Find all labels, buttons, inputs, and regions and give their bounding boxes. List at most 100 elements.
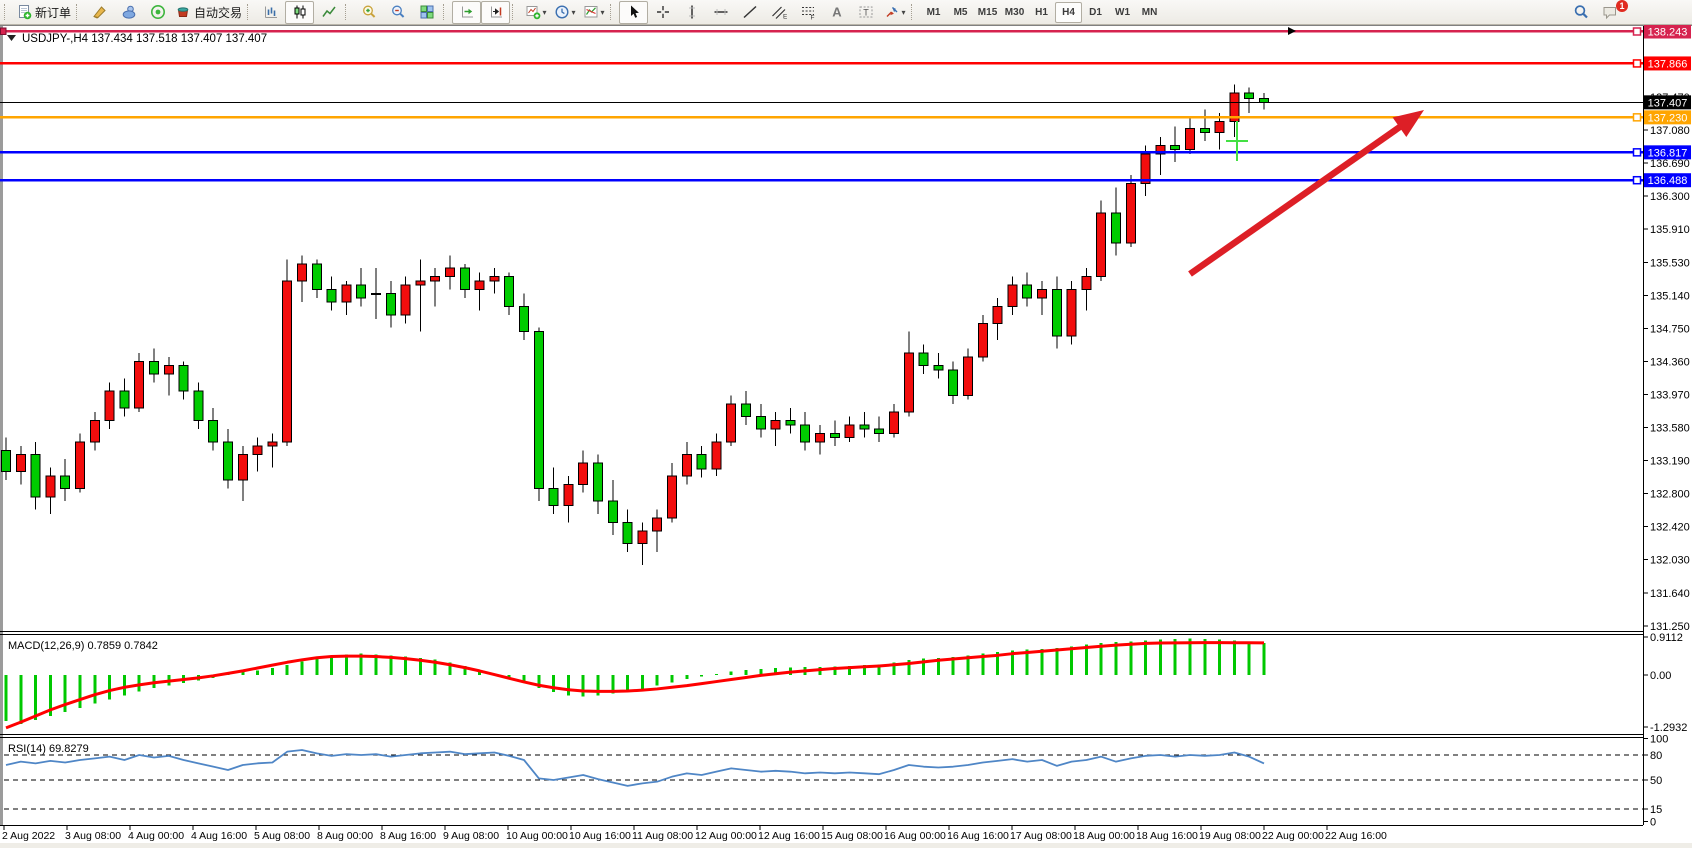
indicator-icon <box>584 6 598 18</box>
bars-icon <box>264 6 277 18</box>
bar-chart-button[interactable] <box>256 1 285 24</box>
text-button[interactable]: A <box>822 1 851 24</box>
new-order-button[interactable]: 新订单 <box>13 1 74 24</box>
price-tag <box>1644 56 1691 71</box>
timeframe-w1[interactable]: W1 <box>1109 2 1136 23</box>
signals-button[interactable] <box>143 1 172 24</box>
trend-arrow[interactable] <box>1188 110 1424 277</box>
timeframe-m5[interactable]: M5 <box>947 2 974 23</box>
time-tick-label: 12 Aug 16:00 <box>758 830 820 842</box>
price-tag <box>1644 173 1691 188</box>
price-tick-label: 134.750 <box>1650 323 1690 335</box>
tile-windows-button[interactable] <box>412 1 441 24</box>
timeframe-d1[interactable]: D1 <box>1082 2 1109 23</box>
trendline-button[interactable] <box>735 1 764 24</box>
dropdown-caret-icon: ▾ <box>901 7 906 17</box>
toolbar: 新订单 自动交易 ▾ ▾ ▾ E F A T ▾ M1 M5 M15 M30 H1 H4 D1 W1 MN 1 <box>0 0 1692 25</box>
price-tick-label: 136.690 <box>1650 158 1690 170</box>
label-t-icon: T <box>859 6 873 18</box>
toolbar-group-separator <box>911 4 916 20</box>
auto-scroll-button[interactable] <box>452 0 482 24</box>
timeframe-m15-label: M15 <box>977 6 998 18</box>
zoom-in-button[interactable] <box>354 1 383 24</box>
line-handle[interactable] <box>1632 148 1642 157</box>
crosshair-marker <box>1226 121 1248 161</box>
price-tag-label: 136.817 <box>1648 147 1688 159</box>
channel-icon: E <box>771 6 787 20</box>
cursor-icon <box>630 5 639 18</box>
line-anchor-marker <box>0 27 7 35</box>
line-handle[interactable] <box>1632 175 1642 185</box>
timeframe-d1-label: D1 <box>1089 6 1102 18</box>
clock-icon <box>555 5 569 19</box>
svg-text:T: T <box>863 8 869 18</box>
fibonacci-button[interactable]: F <box>793 1 822 24</box>
channel-button[interactable]: E <box>764 1 793 24</box>
zoom-out-button[interactable] <box>383 1 412 24</box>
chart-title: USDJPY-,H4 137.434 137.518 137.407 137.4… <box>22 33 267 45</box>
new-order-button-label: 新订单 <box>35 5 72 20</box>
profile-button[interactable] <box>114 1 143 24</box>
price-tag-label: 137.407 <box>1648 97 1688 109</box>
dropdown-caret-icon: ▾ <box>542 7 547 17</box>
time-tick-label: 3 Aug 08:00 <box>65 830 121 842</box>
timeframe-mn-label: MN <box>1141 6 1158 18</box>
timeframe-m15[interactable]: M15 <box>974 2 1001 23</box>
periods-button[interactable]: ▾ <box>550 1 579 24</box>
rsi-tick-label: 0 <box>1650 817 1656 829</box>
timeframe-h4[interactable]: H4 <box>1055 1 1083 23</box>
search-button[interactable] <box>1566 1 1595 24</box>
line-handle[interactable] <box>1632 27 1642 36</box>
arrows-button[interactable]: ▾ <box>880 1 909 24</box>
macd-tick-label: 0.00 <box>1650 670 1671 682</box>
new-chart-button[interactable]: ▾ <box>521 1 550 24</box>
price-tag <box>1644 145 1691 160</box>
line-handle[interactable] <box>1632 113 1642 122</box>
indicators-button[interactable]: ▾ <box>579 1 608 24</box>
price-tick-label: 133.580 <box>1650 423 1690 435</box>
macd-signal-line <box>5 641 1265 730</box>
candlestick-chart-button[interactable] <box>285 0 315 24</box>
chat-button[interactable]: 1 <box>1595 0 1628 24</box>
price-tick-label: 135.140 <box>1650 290 1690 302</box>
price-tag-label: 136.488 <box>1648 175 1688 187</box>
price-axis[interactable]: 137.470137.080136.690136.300135.910135.5… <box>1643 24 1691 829</box>
time-tick-label: 9 Aug 08:00 <box>443 830 499 842</box>
autotrading-button[interactable]: 自动交易 <box>172 1 245 24</box>
time-tick-label: 4 Aug 16:00 <box>191 830 247 842</box>
macd-tick-label: 0.9112 <box>1650 632 1683 644</box>
timeframe-h1[interactable]: H1 <box>1028 2 1055 23</box>
chart-shift-icon <box>490 6 502 18</box>
price-tag <box>1644 110 1691 125</box>
price-tick-label: 133.970 <box>1650 389 1690 401</box>
price-tag-label: 137.230 <box>1648 112 1688 124</box>
crosshair-button[interactable] <box>648 1 677 24</box>
price-tick-label: 133.190 <box>1650 456 1690 468</box>
rsi-panel: RSI(14) 69.8279 <box>4 743 1643 810</box>
tile-icon <box>420 5 434 19</box>
cursor-button[interactable] <box>619 0 649 24</box>
collapse-indicator-icon[interactable] <box>7 35 16 41</box>
line-chart-button[interactable] <box>314 1 343 24</box>
label-button[interactable]: T <box>851 1 880 24</box>
rsi-tick-label: 80 <box>1650 750 1662 762</box>
time-tick-label: 22 Aug 16:00 <box>1325 830 1387 842</box>
toolbar-group-separator <box>247 4 252 20</box>
price-tick-label: 134.360 <box>1650 356 1690 368</box>
line-handle[interactable] <box>1632 59 1642 68</box>
timeframe-m5-label: M5 <box>953 6 968 18</box>
notification-badge: 1 <box>1616 0 1628 12</box>
autotrade-icon <box>177 7 189 17</box>
timeframe-w1-label: W1 <box>1115 6 1131 18</box>
timeframe-m30[interactable]: M30 <box>1001 2 1028 23</box>
toolbar-group-separator <box>610 4 615 20</box>
timeframe-m1[interactable]: M1 <box>920 2 947 23</box>
chart-shift-button[interactable] <box>481 0 511 24</box>
vertical-line-button[interactable] <box>677 1 706 24</box>
time-axis[interactable]: 2 Aug 2022 3 Aug 08:00 4 Aug 00:00 4 Aug 16… <box>2 825 1387 842</box>
timeframe-mn[interactable]: MN <box>1136 2 1163 23</box>
horizontal-line-button[interactable] <box>706 1 735 24</box>
styler-button[interactable] <box>85 1 114 24</box>
